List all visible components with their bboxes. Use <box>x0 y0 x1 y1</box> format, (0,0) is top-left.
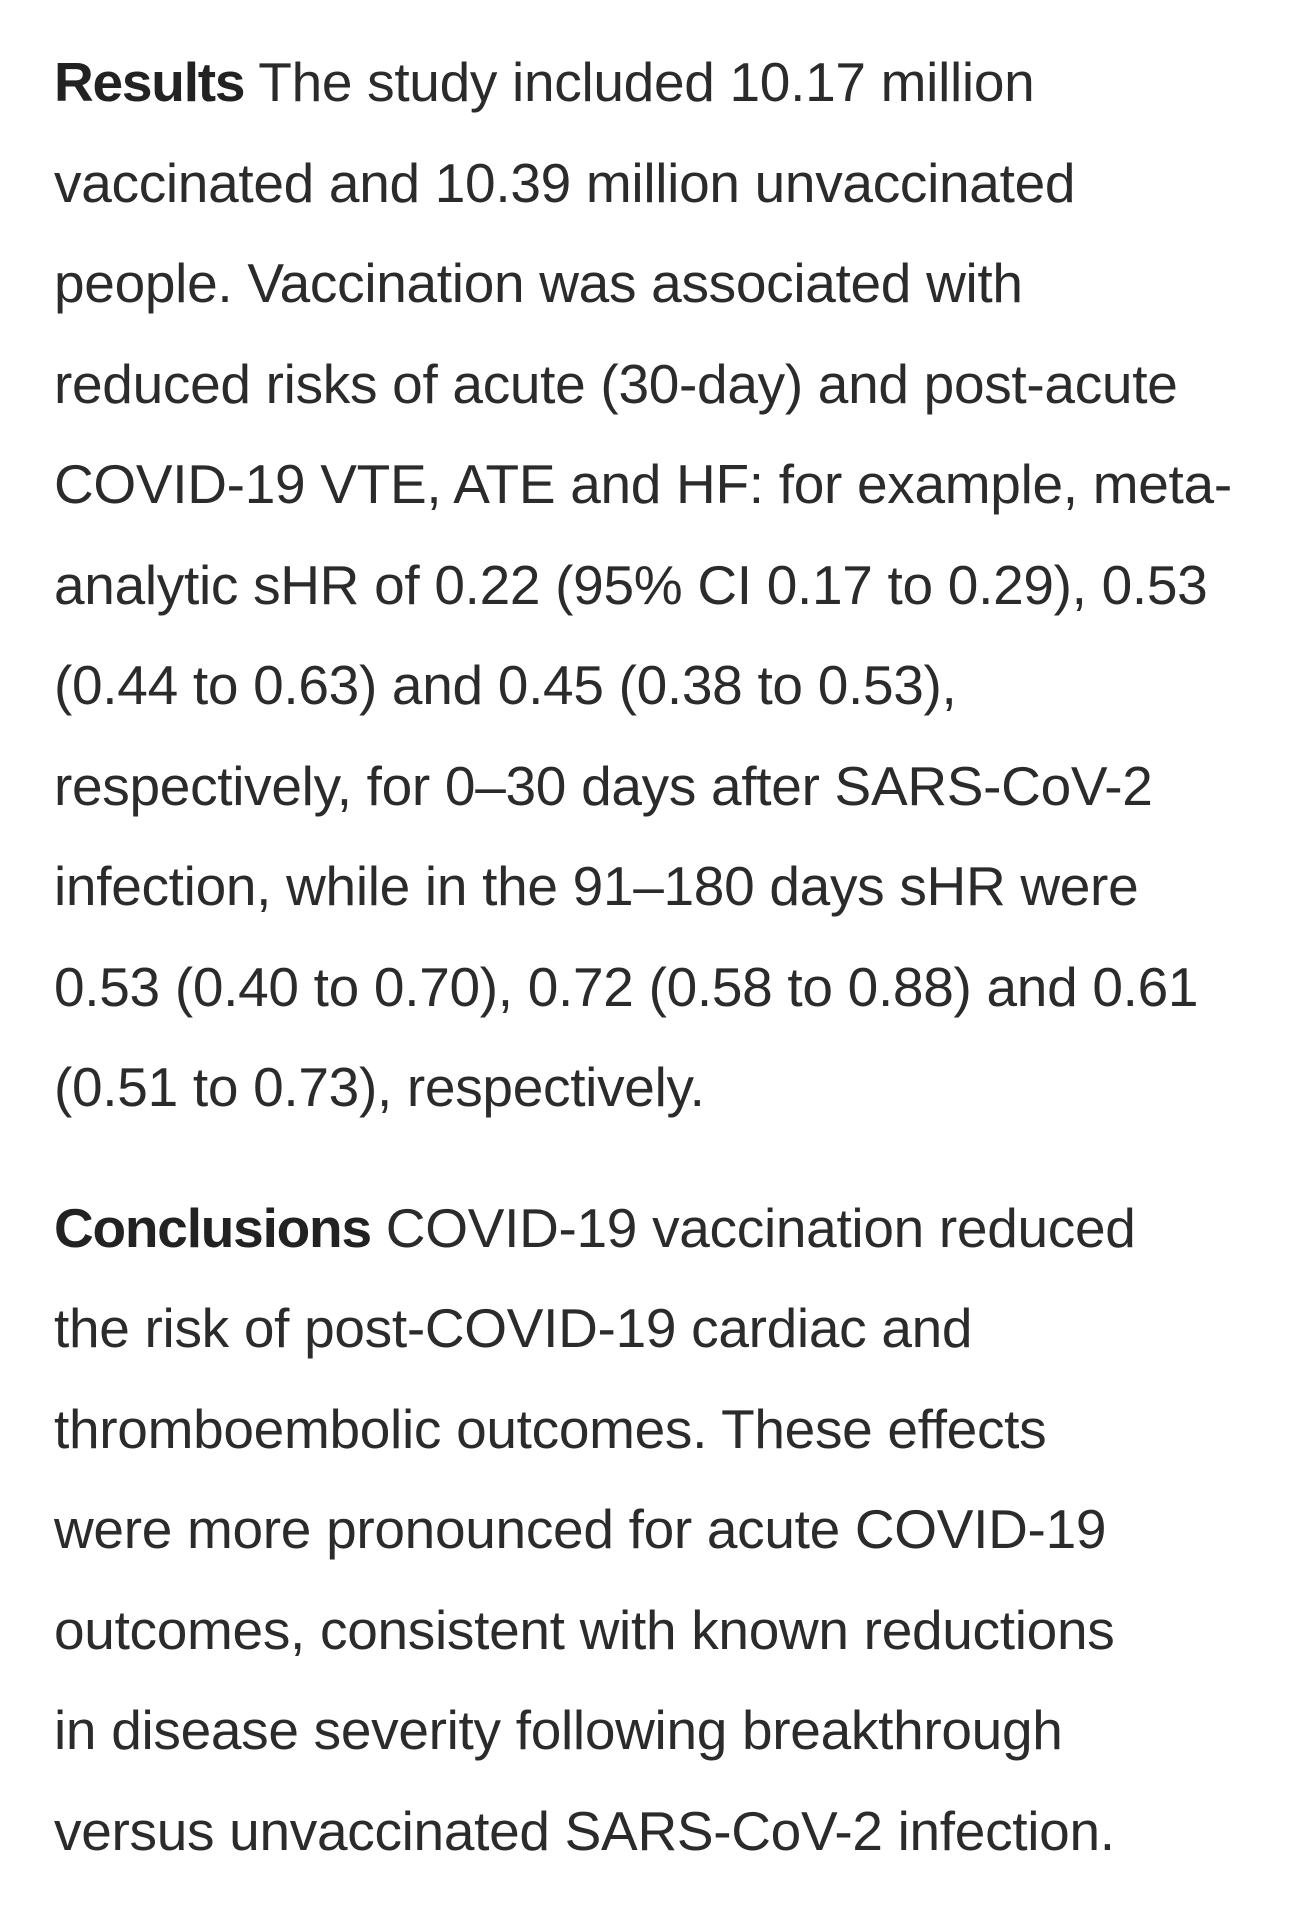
conclusions-line-5: outcomes, consistent with known reductio… <box>54 1598 1115 1661</box>
results-line-1: Results The study included 10.17 million <box>54 32 1294 133</box>
results-line-4: reduced risks of acute (30-day) and post… <box>54 352 1178 415</box>
conclusions-line-3: thromboembolic outcomes. These effects <box>54 1397 1047 1460</box>
conclusions-paragraph: Conclusions COVID-19 vaccination reduced… <box>54 1178 1294 1882</box>
abstract-text: Results The study included 10.17 million… <box>54 32 1294 1881</box>
conclusions-label: Conclusions <box>54 1196 372 1259</box>
results-line-5: COVID-19 VTE, ATE and HF: for example, m… <box>54 453 1232 515</box>
results-label: Results <box>54 51 245 113</box>
results-line-2: vaccinated and 10.39 million unvaccinate… <box>54 151 1076 214</box>
results-line-8: respectively, for 0–30 days after SARS-C… <box>54 754 1153 817</box>
results-line-6: analytic sHR of 0.22 (95% CI 0.17 to 0.2… <box>54 553 1208 616</box>
conclusions-line-4: were more pronounced for acute COVID-19 <box>54 1498 1107 1560</box>
results-line-3: people. Vaccination was associated with <box>54 252 1023 314</box>
conclusions-line-2: the risk of post-COVID-19 cardiac and <box>54 1297 973 1359</box>
results-line-7: (0.44 to 0.63) and 0.45 (0.38 to 0.53), <box>54 654 957 716</box>
results-line-11: (0.51 to 0.73), respectively. <box>54 1056 705 1118</box>
conclusions-line-6: in disease severity following breakthrou… <box>54 1699 1063 1761</box>
conclusions-line-7: versus unvaccinated SARS-CoV-2 infection… <box>54 1799 1115 1862</box>
results-line-1-text: The study included 10.17 million <box>244 51 1035 113</box>
results-line-9: infection, while in the 91–180 days sHR … <box>54 855 1139 917</box>
results-line-10: 0.53 (0.40 to 0.70), 0.72 (0.58 to 0.88)… <box>54 955 1199 1018</box>
conclusions-line-1-text: COVID-19 vaccination reduced <box>370 1196 1136 1259</box>
conclusions-line-1: Conclusions COVID-19 vaccination reduced <box>54 1178 1294 1279</box>
results-paragraph: Results The study included 10.17 million… <box>54 32 1294 1138</box>
